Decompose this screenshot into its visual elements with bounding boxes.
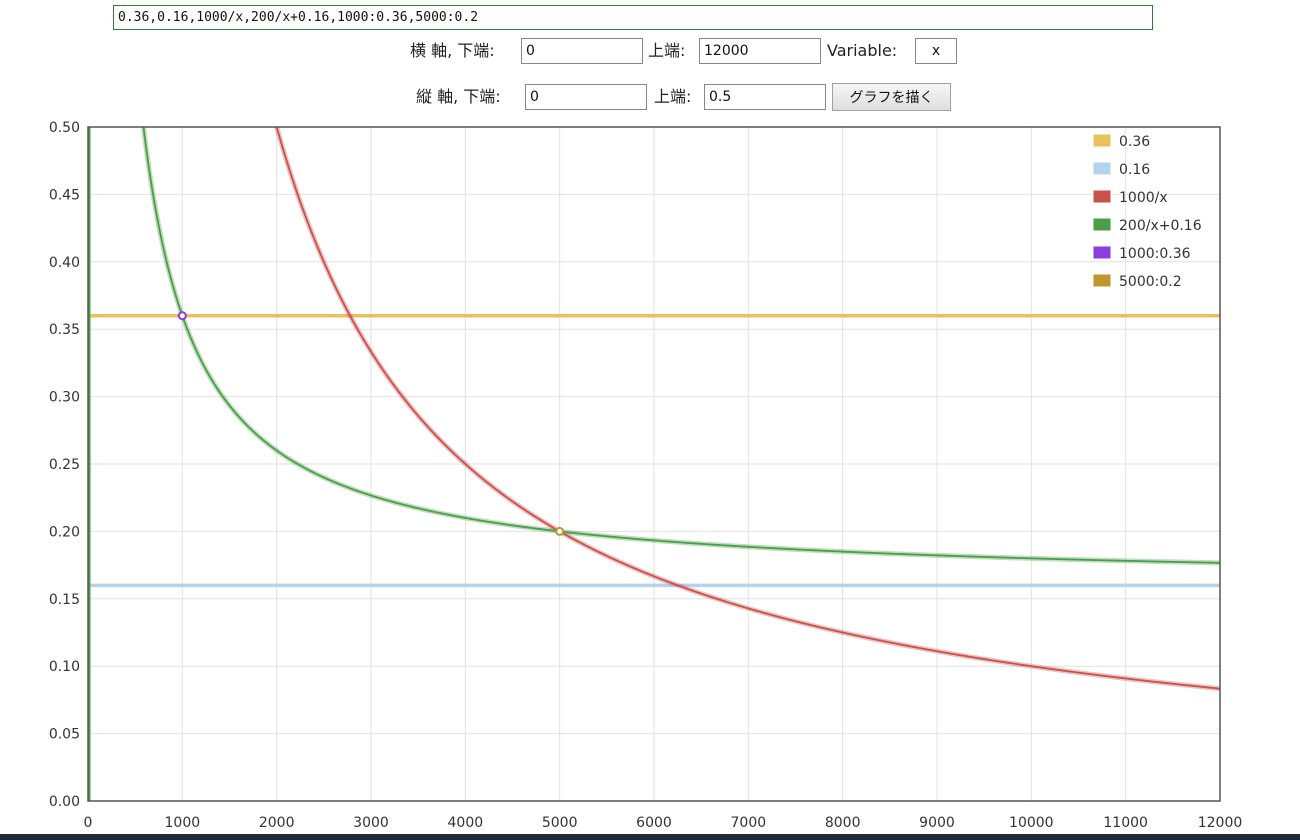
- taskbar-strip: [0, 834, 1300, 840]
- x-tick-label: 10000: [1009, 815, 1054, 831]
- x-tick-label: 3000: [353, 815, 389, 831]
- legend-swatch: [1092, 245, 1112, 260]
- x-tick-label: 6000: [636, 815, 672, 831]
- y-tick-label: 0.15: [49, 592, 80, 608]
- data-point-1000:0.36: [177, 311, 187, 321]
- y-axis-upper-label: 上端:: [654, 87, 692, 106]
- x-tick-label: 1000: [165, 815, 201, 831]
- x-tick-label: 7000: [731, 815, 767, 831]
- x-axis-upper-label: 上端:: [648, 41, 686, 60]
- legend-swatch: [1092, 189, 1112, 204]
- data-point-5000:0.2: [555, 526, 565, 536]
- x-tick-label: 11000: [1103, 815, 1148, 831]
- y-tick-label: 0.05: [49, 727, 80, 743]
- y-tick-label: 0.00: [49, 794, 80, 810]
- y-axis-upper-input[interactable]: [704, 84, 826, 110]
- legend-label: 0.16: [1119, 162, 1150, 178]
- x-axis-lower-label: 横 軸, 下端:: [410, 41, 495, 60]
- series-curve-200/x+0.16: [142, 127, 1220, 564]
- legend-label: 1000/x: [1119, 190, 1168, 206]
- expression-input[interactable]: [113, 5, 1153, 30]
- x-tick-label: 12000: [1198, 815, 1243, 831]
- legend-swatch: [1092, 161, 1112, 176]
- x-tick-label: 2000: [259, 815, 295, 831]
- variable-input[interactable]: [915, 38, 957, 64]
- y-tick-label: 0.35: [49, 322, 80, 338]
- legend-label: 0.36: [1119, 134, 1150, 150]
- y-axis-lower-input[interactable]: [525, 84, 647, 110]
- y-tick-label: 0.10: [49, 659, 80, 675]
- plot-frame: [87, 126, 1221, 802]
- x-tick-label: 8000: [825, 815, 861, 831]
- legend-swatch: [1092, 133, 1112, 148]
- legend-swatch: [1092, 217, 1112, 232]
- variable-label: Variable:: [827, 41, 898, 60]
- draw-graph-button[interactable]: グラフを描く: [832, 83, 951, 111]
- x-tick-label: 4000: [448, 815, 484, 831]
- y-tick-label: 0.40: [49, 255, 80, 271]
- legend-label: 5000:0.2: [1119, 274, 1182, 290]
- function-graph: 0 1000 2000 3000 4000 5000 6000 7000 8000 9000 100…: [49, 120, 1243, 831]
- y-tick-label: 0.45: [49, 187, 80, 203]
- x-tick-label: 0: [84, 815, 93, 831]
- y-tick-label: 0.25: [49, 457, 80, 473]
- y-tick-label: 0.20: [49, 524, 80, 540]
- x-tick-label: 5000: [542, 815, 578, 831]
- legend-label: 200/x+0.16: [1119, 218, 1202, 234]
- x-axis-upper-input[interactable]: [699, 38, 821, 64]
- y-tick-label: 0.50: [49, 120, 80, 136]
- y-tick-label: 0.30: [49, 390, 80, 406]
- y-axis-lower-label: 縦 軸, 下端:: [416, 87, 501, 106]
- legend-swatch: [1092, 273, 1112, 288]
- legend-label: 1000:0.36: [1119, 246, 1191, 262]
- x-axis-lower-input[interactable]: [521, 38, 643, 64]
- x-tick-label: 9000: [919, 815, 955, 831]
- series-group: [88, 127, 1220, 801]
- series-curve-1000/x: [275, 127, 1220, 690]
